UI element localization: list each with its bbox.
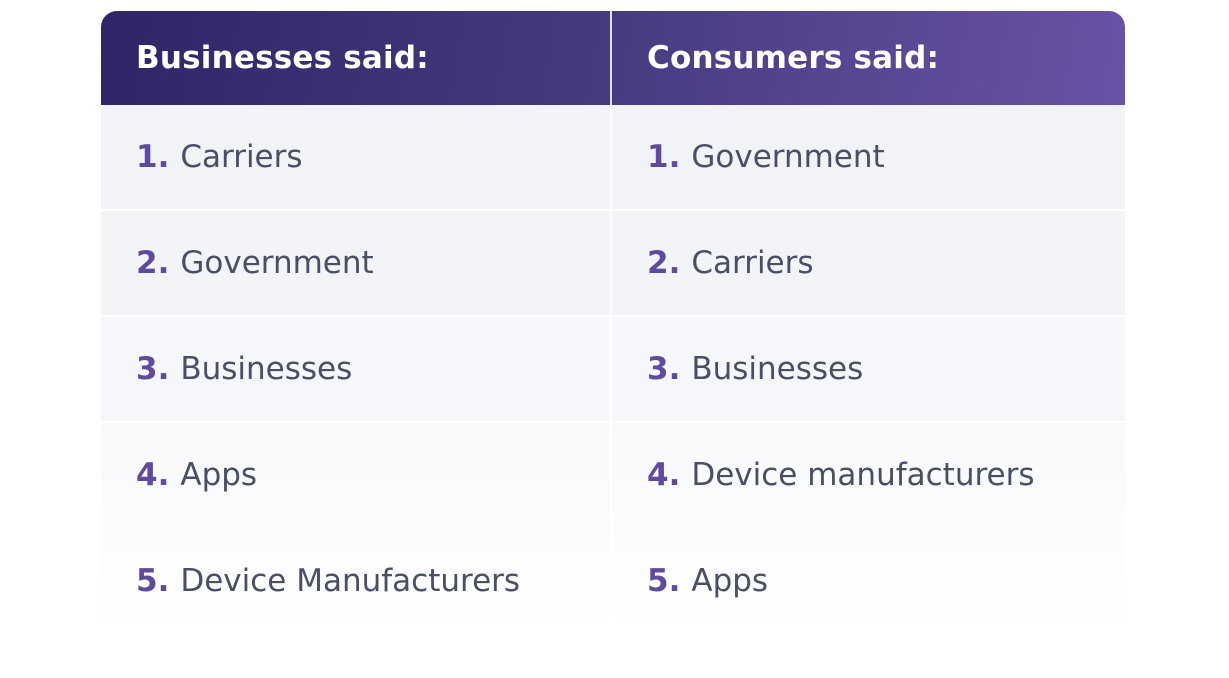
table-row: 4. Apps 4. Device manufacturers — [101, 421, 1125, 527]
rank-label: Carriers — [180, 139, 303, 175]
rank-label: Carriers — [691, 245, 814, 281]
rank-label: Apps — [691, 563, 769, 599]
businesses-rank-cell: 2. Government — [101, 211, 612, 315]
table-row: 2. Government 2. Carriers — [101, 209, 1125, 315]
rank-label: Government — [180, 245, 374, 281]
table-row: 3. Businesses 3. Businesses — [101, 315, 1125, 421]
comparison-table: Businesses said: Consumers said: 1. Carr… — [101, 11, 1125, 633]
consumers-column-header: Consumers said: — [647, 40, 940, 76]
businesses-column-header: Businesses said: — [101, 11, 612, 105]
rank-number: 4. — [647, 457, 681, 493]
rank-label: Device Manufacturers — [180, 563, 521, 599]
consumers-rank-cell: 2. Carriers — [612, 211, 1125, 315]
businesses-rank-cell: 5. Device Manufacturers — [101, 529, 612, 633]
businesses-rank-cell: 1. Carriers — [101, 105, 612, 209]
table-row: 1. Carriers 1. Government — [101, 105, 1125, 209]
rank-number: 2. — [136, 245, 170, 281]
rank-label: Businesses — [691, 351, 864, 387]
consumers-rank-cell: 3. Businesses — [612, 317, 1125, 421]
rank-label: Government — [691, 139, 885, 175]
consumers-rank-cell: 5. Apps — [612, 529, 1125, 633]
consumers-rank-cell: 4. Device manufacturers — [612, 423, 1125, 527]
rank-label: Businesses — [180, 351, 353, 387]
rank-label: Apps — [180, 457, 258, 493]
table-row: 5. Device Manufacturers 5. Apps — [101, 527, 1125, 633]
rank-number: 5. — [136, 563, 170, 599]
rank-number: 4. — [136, 457, 170, 493]
rank-label: Device manufacturers — [691, 457, 1035, 493]
rank-number: 2. — [647, 245, 681, 281]
rank-number: 1. — [136, 139, 170, 175]
businesses-rank-cell: 4. Apps — [101, 423, 612, 527]
table-header: Businesses said: Consumers said: — [101, 11, 1125, 105]
rank-number: 3. — [136, 351, 170, 387]
rank-number: 1. — [647, 139, 681, 175]
rank-number: 5. — [647, 563, 681, 599]
businesses-rank-cell: 3. Businesses — [101, 317, 612, 421]
consumers-rank-cell: 1. Government — [612, 105, 1125, 209]
rank-number: 3. — [647, 351, 681, 387]
